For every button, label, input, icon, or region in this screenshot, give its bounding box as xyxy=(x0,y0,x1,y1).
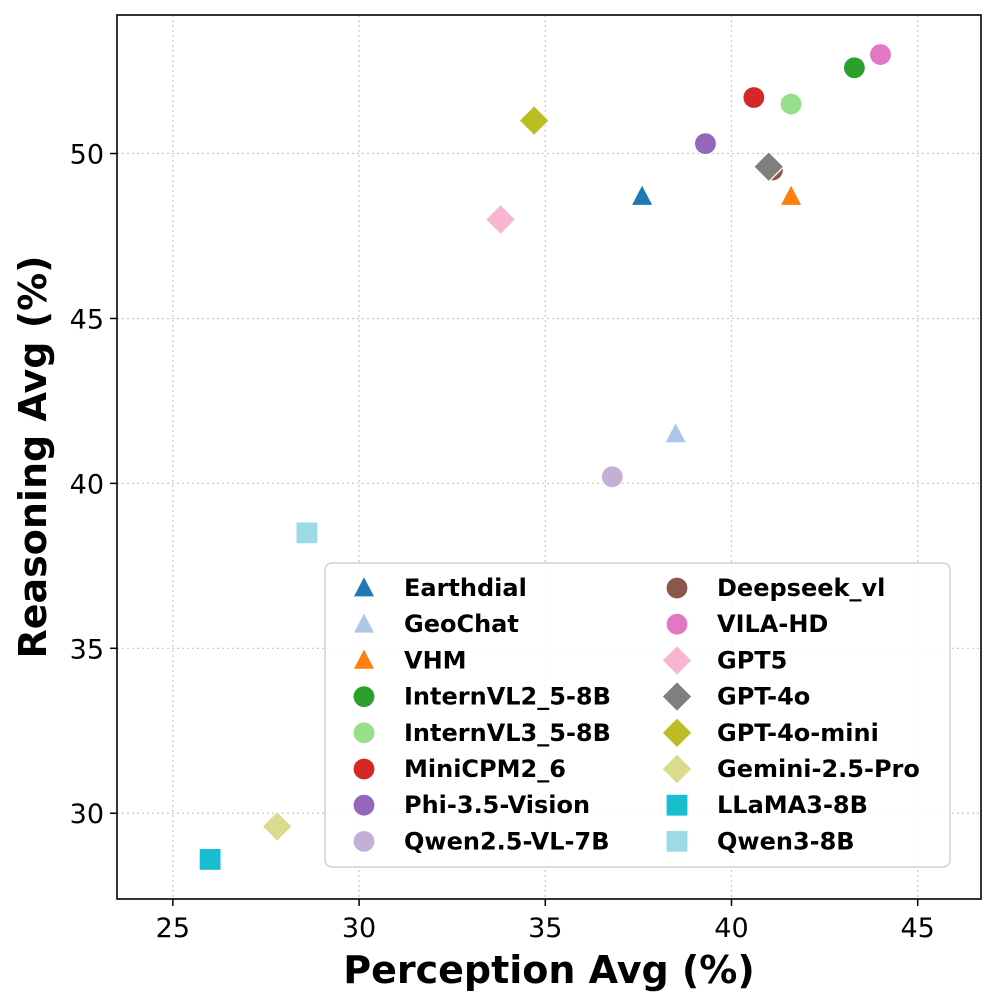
point-vila-hd xyxy=(868,42,893,67)
legend-marker-internvl2-5-8b xyxy=(352,684,376,709)
y-tick-label: 50 xyxy=(70,140,104,171)
point-gpt5 xyxy=(484,203,517,236)
legend-label-internvl3-5-8b: InternVL3_5-8B xyxy=(404,719,611,747)
legend-label-gemini-2-5-pro: Gemini-2.5-Pro xyxy=(717,755,920,783)
legend-marker-gpt-4o-mini xyxy=(661,716,693,749)
legend-label-earthdial: Earthdial xyxy=(404,574,527,602)
axis-ticks: 25 30 35 40 45 30 35 40 45 50 xyxy=(70,140,935,944)
legend-marker-llama3-8b xyxy=(665,793,689,817)
x-axis-title: Perception Avg (%) xyxy=(343,948,755,992)
legend-label-gpt-4o: GPT-4o xyxy=(717,683,810,711)
legend-label-internvl2-5-8b: InternVL2_5-8B xyxy=(404,683,611,711)
point-minicpm2-6 xyxy=(742,85,766,110)
point-vhm xyxy=(779,183,804,207)
point-gemini-2-5-pro xyxy=(261,810,293,843)
legend-marker-gpt5 xyxy=(661,644,693,677)
legend-marker-gpt-4o xyxy=(661,680,693,713)
legend-label-gpt5: GPT5 xyxy=(717,646,787,674)
y-tick-label: 40 xyxy=(70,469,104,500)
point-phi-3-5-vision xyxy=(693,132,718,156)
point-qwen2-5-vl-7b xyxy=(600,465,624,489)
point-qwen3-8b xyxy=(295,521,319,545)
legend-label-deepseek-vl: Deepseek_vl xyxy=(717,574,885,602)
point-gpt-4o-mini xyxy=(518,104,550,137)
legend-label-qwen2-5-vl-7b: Qwen2.5-VL-7B xyxy=(404,827,610,855)
plot-frame xyxy=(116,14,982,900)
x-tick-label: 40 xyxy=(714,913,748,944)
point-llama3-8b xyxy=(198,847,222,872)
x-tick-label: 45 xyxy=(901,913,935,944)
legend-label-vila-hd: VILA-HD xyxy=(717,610,828,638)
legend-marker-gemini-2-5-pro xyxy=(661,753,693,785)
y-tick-label: 45 xyxy=(70,304,104,335)
y-tick-label: 30 xyxy=(70,799,104,830)
x-tick-label: 25 xyxy=(156,913,190,944)
legend-label-geochat: GeoChat xyxy=(404,610,519,638)
legend-marker-earthdial xyxy=(352,574,376,598)
legend-marker-vila-hd xyxy=(665,612,689,636)
legend-marker-internvl3-5-8b xyxy=(352,721,376,745)
legend-marker-minicpm2-6 xyxy=(352,757,376,781)
data-points xyxy=(198,42,893,872)
legend-label-vhm: VHM xyxy=(404,646,467,674)
legend-label-phi-3-5-vision: Phi-3.5-Vision xyxy=(404,791,590,819)
legend-label-gpt-4o-mini: GPT-4o-mini xyxy=(717,719,879,747)
legend-marker-geochat xyxy=(352,610,376,634)
point-internvl2-5-8b xyxy=(842,56,866,80)
point-internvl3-5-8b xyxy=(779,92,803,116)
y-axis-title: Reasoning Avg (%) xyxy=(11,255,55,658)
legend-marker-qwen2-5-vl-7b xyxy=(352,829,376,854)
x-tick-label: 30 xyxy=(342,913,376,944)
legend-marker-vhm xyxy=(352,647,376,671)
y-tick-label: 35 xyxy=(70,634,104,665)
point-geochat xyxy=(663,420,688,444)
point-gpt-4o xyxy=(752,150,785,183)
legend-label-qwen3-8b: Qwen3-8B xyxy=(717,827,855,855)
x-tick-label: 35 xyxy=(528,913,562,944)
legend-label-llama3-8b: LLaMA3-8B xyxy=(717,791,868,819)
legend-marker-qwen3-8b xyxy=(665,829,689,854)
legend-marker-deepseek-vl xyxy=(665,576,689,600)
point-earthdial xyxy=(630,183,655,207)
legend-label-minicpm2-6: MiniCPM2_6 xyxy=(404,755,566,783)
legend-box xyxy=(324,562,951,868)
legend: Earthdial GeoChat VHM InternVL2_5-8B InternV… xyxy=(324,562,951,868)
legend-marker-phi-3-5-vision xyxy=(352,793,376,817)
